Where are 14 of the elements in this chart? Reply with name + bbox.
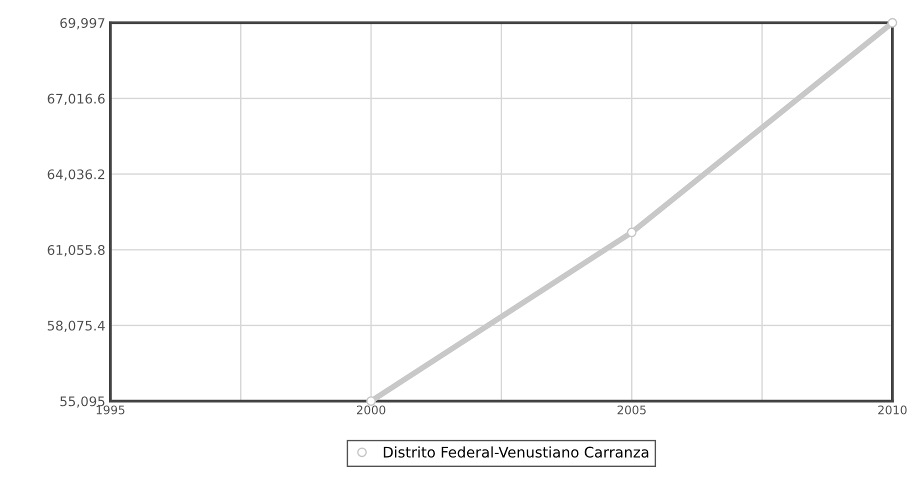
- point: [888, 18, 898, 28]
- x-tick-label: 1995: [96, 405, 124, 414]
- legend-label: Distrito Federal-Venustiano Carranza: [384, 446, 648, 458]
- y-tick-label: 55,095: [60, 396, 104, 408]
- y-tick-label: 61,055.8: [48, 244, 105, 256]
- x-tick-label: 2010: [878, 405, 907, 414]
- y-tick-label: 67,016.6: [48, 94, 105, 105]
- y-tick-label: 69,997: [60, 18, 104, 30]
- x-tick-label: 2005: [618, 405, 646, 414]
- y-tick-label: 64,036.2: [48, 169, 104, 181]
- x-tick-label: 2000: [356, 405, 386, 414]
- point: [626, 228, 637, 238]
- point: [366, 396, 376, 406]
- y-tick-label: 58,075.4: [48, 320, 105, 332]
